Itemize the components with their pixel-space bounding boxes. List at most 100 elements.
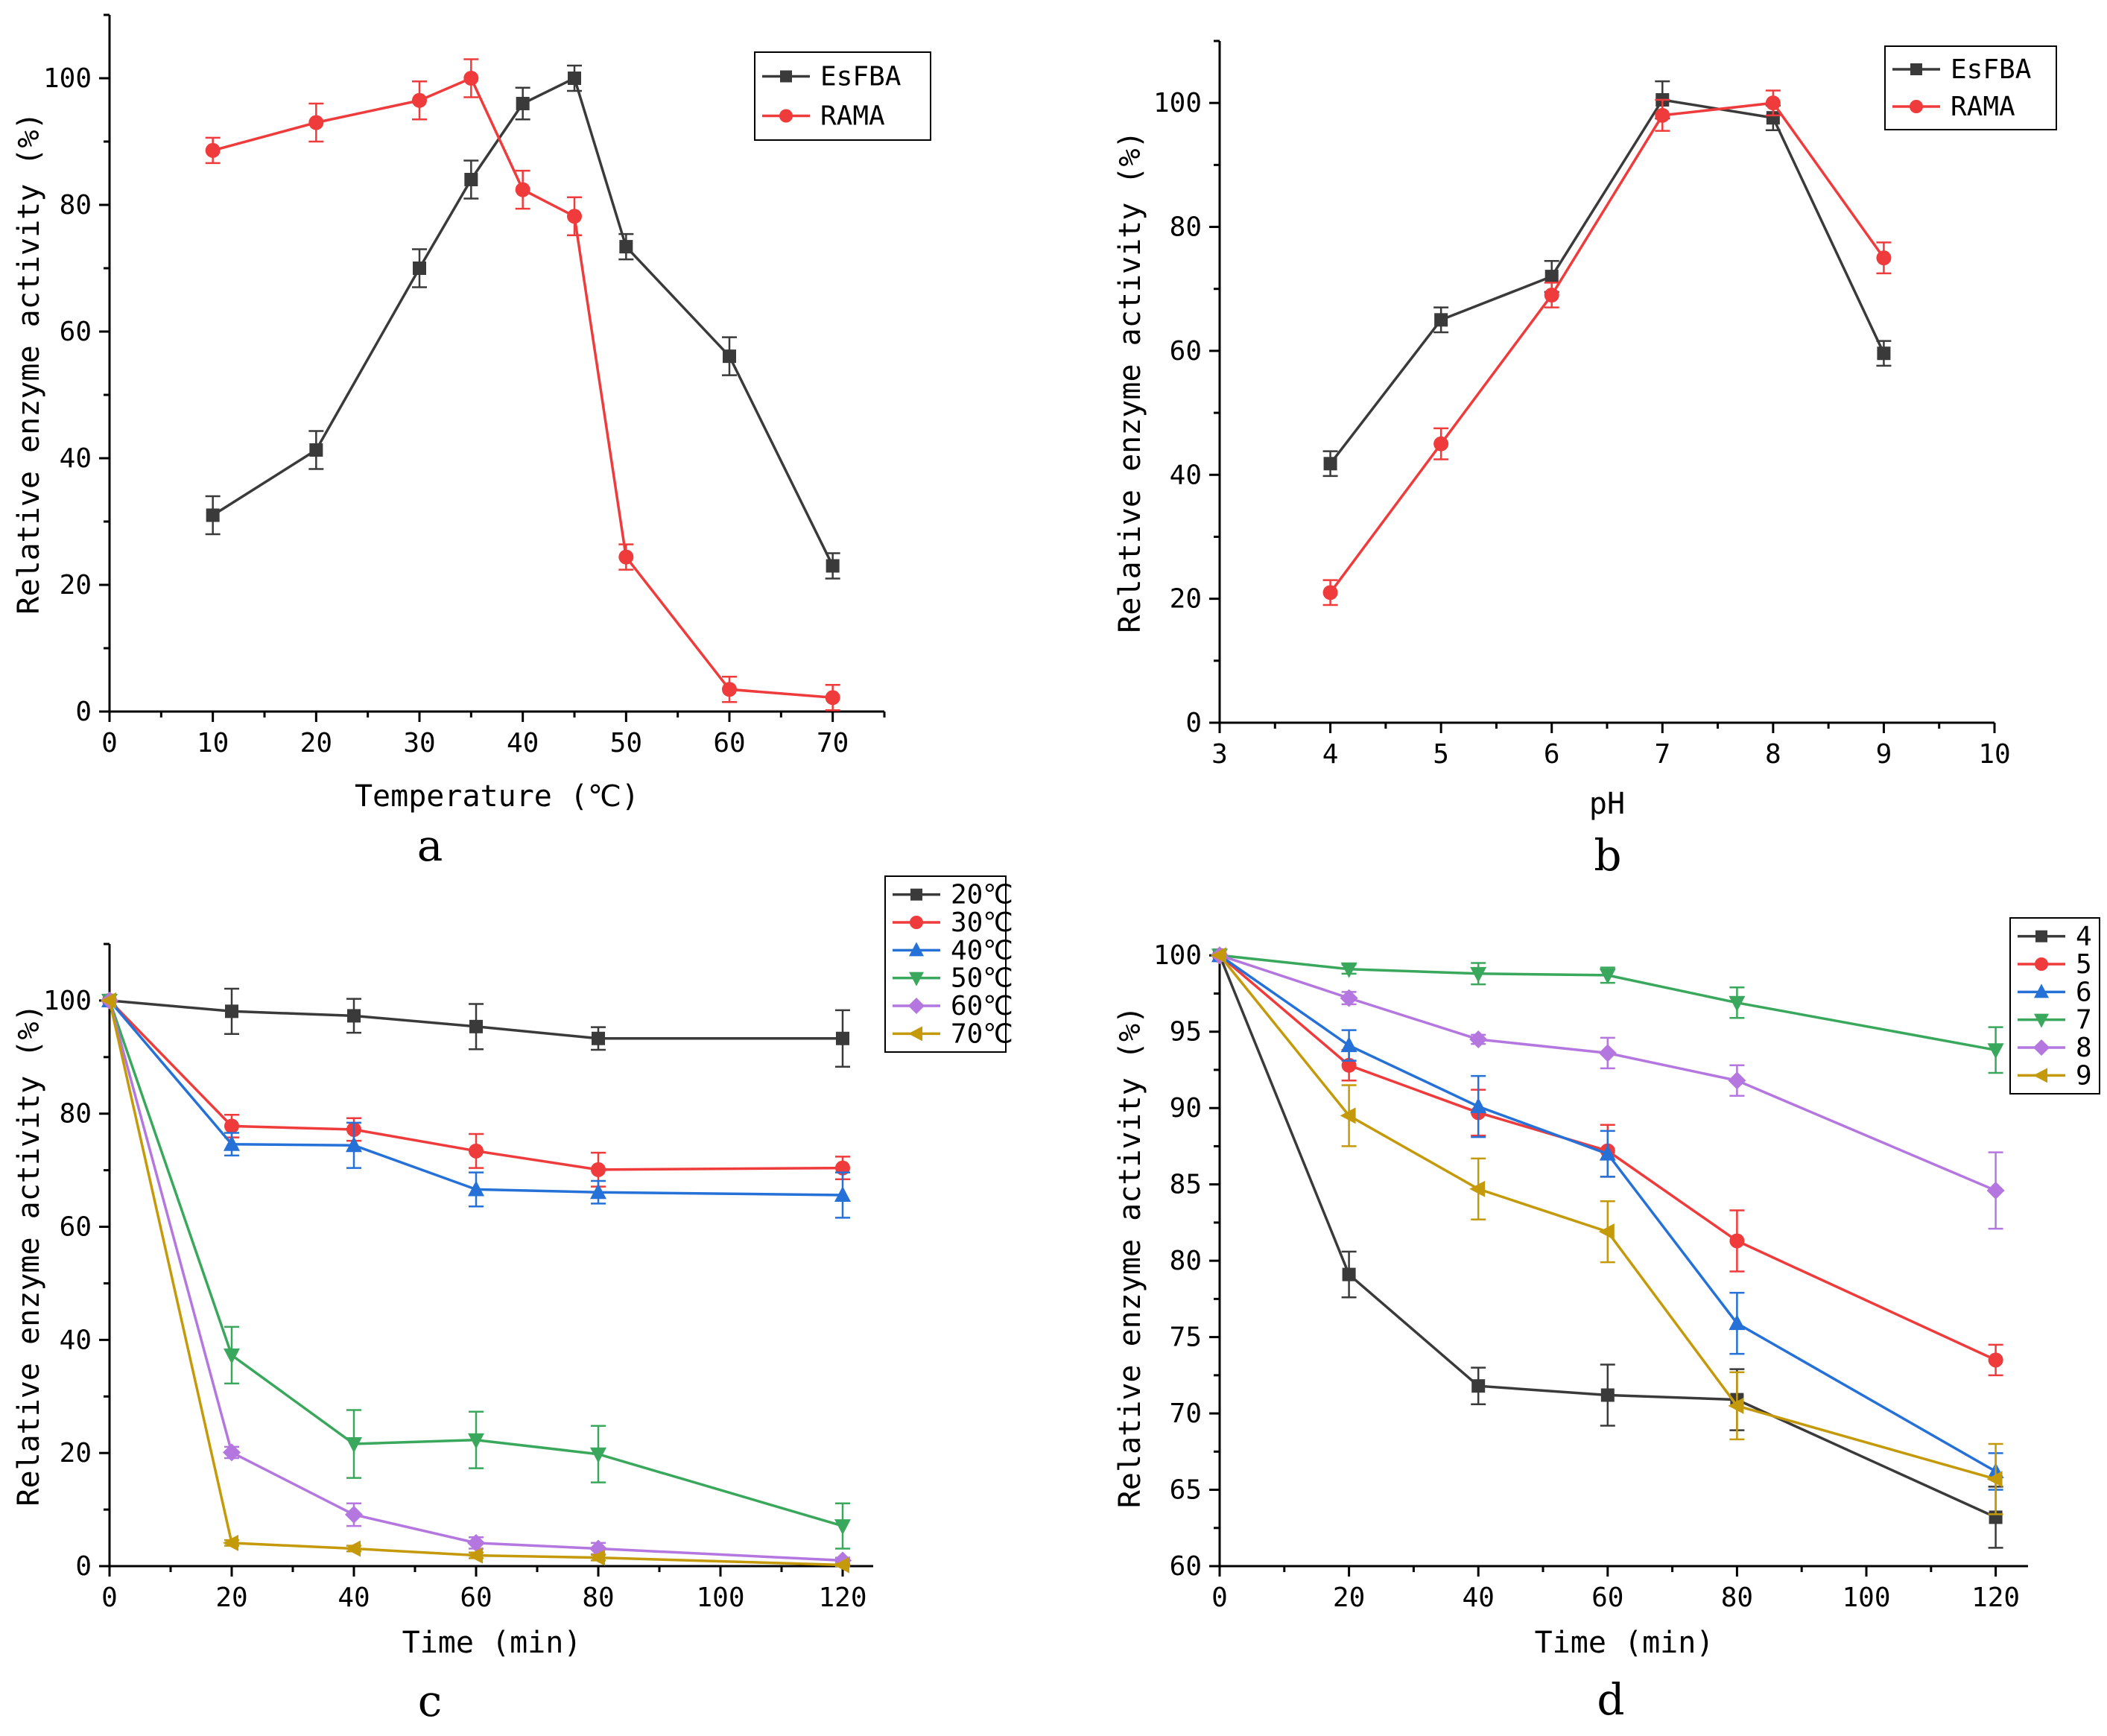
legend-label: 70℃: [951, 1019, 1013, 1049]
series-20℃: [103, 987, 850, 1068]
legend-label: 9: [2076, 1060, 2092, 1091]
y-tick-label: 60: [1170, 336, 1202, 367]
panel-label-a: a: [417, 820, 443, 871]
legend-symbol: [893, 1026, 940, 1042]
series-30℃: [102, 992, 850, 1188]
x-tick-label: 30: [403, 728, 435, 758]
data-point: [568, 72, 581, 85]
data-point: [101, 992, 116, 1009]
data-point: [468, 1433, 484, 1449]
legend-symbol: [2018, 1039, 2065, 1056]
x-tick-label: 6: [1544, 739, 1560, 770]
series-line: [108, 1000, 843, 1527]
series-line: [1329, 98, 1885, 465]
legend-label: RAMA: [820, 101, 885, 132]
y-tick-label: 90: [1170, 1093, 1202, 1124]
legend-marker: [910, 916, 923, 929]
data-point: [347, 1009, 361, 1023]
data-point: [1340, 989, 1358, 1007]
x-tick-label: 20: [300, 728, 332, 758]
series-line: [109, 999, 843, 1040]
x-tick-label: 9: [1876, 739, 1892, 770]
y-axis-title: Relative enzyme activity (%): [1113, 130, 1147, 633]
data-point: [1986, 1181, 2005, 1200]
legend-symbol: [893, 998, 940, 1014]
data-point: [1876, 250, 1892, 266]
y-tick-label: 70: [1170, 1398, 1202, 1429]
data-point: [206, 508, 220, 522]
data-point: [412, 92, 427, 108]
y-tick-label: 75: [1170, 1322, 1202, 1353]
y-tick-label: 20: [1170, 584, 1202, 615]
legend-symbol: [2018, 983, 2065, 998]
y-tick-label: 0: [75, 697, 92, 727]
panel-a-chart: 0 10 20 30 40 50 60 70 0 20 40 60 80 100 Temperature (…: [12, 13, 931, 814]
x-axis-title: Temperature (℃): [355, 779, 639, 814]
legend-marker: [909, 942, 924, 957]
y-tick-label: 80: [1170, 1246, 1202, 1276]
data-point: [826, 559, 840, 573]
y-tick-label: 40: [60, 443, 92, 474]
legend-label: 20℃: [951, 880, 1013, 910]
x-tick-label: 100: [696, 1583, 744, 1613]
panel-label-d: d: [1597, 1674, 1624, 1725]
x-tick-label: 8: [1765, 739, 1781, 770]
data-point: [469, 1019, 483, 1033]
data-point: [1729, 1314, 1746, 1331]
data-point: [1544, 288, 1559, 303]
data-point: [516, 97, 530, 110]
y-tick-label: 80: [60, 190, 92, 221]
x-tick-label: 5: [1433, 739, 1449, 770]
series-9: [1211, 947, 2003, 1515]
y-tick-label: 60: [60, 317, 92, 347]
data-point: [224, 1118, 239, 1134]
data-point: [463, 71, 479, 86]
x-tick-label: 60: [713, 728, 745, 758]
data-point: [1434, 313, 1448, 327]
x-tick-label: 120: [818, 1583, 866, 1613]
legend: 20℃30℃40℃50℃60℃70℃: [884, 875, 1013, 1053]
legend-marker: [2034, 983, 2049, 998]
legend-symbol: [2018, 1013, 2065, 1028]
x-tick-label: 80: [1721, 1583, 1753, 1613]
series-line: [108, 999, 843, 1197]
data-point: [619, 240, 633, 254]
legend-marker: [910, 888, 922, 901]
legend-label: 5: [2076, 949, 2092, 980]
y-tick-label: 100: [1153, 88, 1202, 118]
data-point: [224, 1348, 240, 1364]
y-tick-label: 80: [1170, 212, 1202, 243]
data-point: [345, 1505, 363, 1524]
data-point: [567, 209, 582, 224]
legend-marker: [2035, 957, 2048, 971]
data-point: [1211, 947, 1226, 964]
legend-marker: [908, 998, 925, 1014]
legend-symbol: [2018, 957, 2065, 971]
data-point: [1988, 1352, 2003, 1368]
legend-symbol: [762, 109, 810, 123]
data-point: [1877, 346, 1891, 361]
x-tick-label: 60: [460, 1583, 492, 1613]
legend-label: 30℃: [951, 907, 1013, 938]
data-point: [618, 549, 634, 565]
legend-box: [1884, 45, 2057, 130]
legend-label: 6: [2076, 977, 2092, 1007]
legend-marker: [2033, 1068, 2047, 1083]
y-tick-label: 60: [60, 1212, 92, 1243]
legend-marker: [780, 70, 792, 83]
x-tick-label: 120: [1971, 1583, 2020, 1613]
y-tick-label: 100: [43, 986, 92, 1016]
series-line: [212, 76, 834, 567]
y-tick-label: 100: [43, 63, 92, 94]
y-axis-title: Relative enzyme activity (%): [12, 1004, 46, 1506]
data-point: [346, 1136, 362, 1153]
x-tick-label: 3: [1211, 739, 1228, 770]
series-line: [108, 1000, 843, 1562]
legend-symbol: [893, 972, 940, 986]
x-tick-label: 60: [1591, 1583, 1623, 1613]
data-point: [1598, 1223, 1615, 1241]
y-tick-label: 65: [1170, 1475, 1202, 1506]
x-tick-label: 0: [101, 1583, 118, 1613]
legend: EsFBA RAMA: [754, 51, 931, 141]
